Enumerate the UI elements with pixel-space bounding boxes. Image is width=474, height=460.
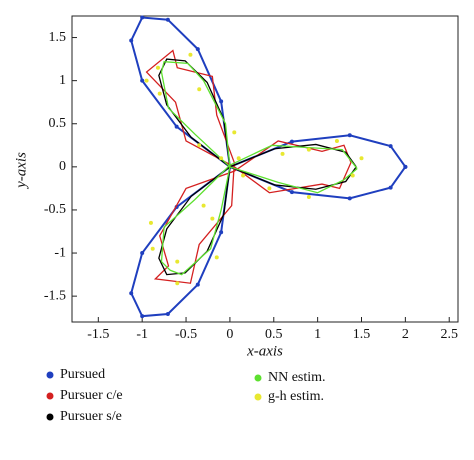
x-tick-label: 2 xyxy=(402,327,409,342)
x-tick-label: -1.5 xyxy=(87,327,109,342)
x-tick-label: 0.5 xyxy=(265,327,283,342)
point xyxy=(144,78,149,83)
point xyxy=(289,190,294,195)
series-line xyxy=(145,49,352,284)
point xyxy=(306,147,311,152)
point xyxy=(195,282,200,287)
y-axis-label: y-axis xyxy=(13,152,29,190)
point xyxy=(210,216,215,221)
point xyxy=(219,156,224,161)
x-tick-label: 1.5 xyxy=(353,327,371,342)
point xyxy=(388,144,393,149)
x-axis-label: x-axis xyxy=(246,343,283,359)
point xyxy=(280,151,285,156)
legend-marker xyxy=(46,413,54,421)
y-tick-label: -0.5 xyxy=(44,202,66,217)
series-line xyxy=(160,60,358,276)
point xyxy=(129,38,134,43)
y-tick-label: -1 xyxy=(54,245,66,260)
x-tick-label: -0.5 xyxy=(175,327,197,342)
x-tick-label: 0 xyxy=(226,327,233,342)
point xyxy=(197,87,202,92)
point xyxy=(214,255,219,260)
plot-frame xyxy=(71,15,459,323)
point xyxy=(140,314,145,319)
point xyxy=(232,130,237,135)
point xyxy=(197,143,202,148)
point xyxy=(219,99,224,104)
series-line xyxy=(158,58,357,276)
point xyxy=(219,230,224,235)
point xyxy=(174,124,179,129)
y-tick-label: 0 xyxy=(59,159,66,174)
point xyxy=(388,185,393,190)
legend-marker xyxy=(46,392,54,400)
point xyxy=(347,133,352,138)
point xyxy=(165,311,170,316)
legend-marker xyxy=(46,371,54,379)
legend-label: Pursued xyxy=(60,367,105,382)
x-tick-label: 1 xyxy=(314,327,321,342)
y-tick-label: 0.5 xyxy=(49,116,67,131)
legend-label: g-h estim. xyxy=(268,389,324,404)
point xyxy=(129,291,134,296)
point xyxy=(188,52,193,57)
legend-label: Pursuer c/e xyxy=(60,388,123,403)
point xyxy=(347,196,352,201)
legend-marker xyxy=(254,393,262,401)
point xyxy=(140,251,145,256)
point xyxy=(201,203,206,208)
point xyxy=(155,65,160,70)
y-tick-label: 1.5 xyxy=(49,30,67,45)
y-tick-label: -1.5 xyxy=(44,288,66,303)
y-tick-label: 1 xyxy=(59,73,66,88)
x-tick-label: 2.5 xyxy=(440,327,458,342)
point xyxy=(289,139,294,144)
point xyxy=(241,173,246,178)
point xyxy=(359,156,364,161)
point xyxy=(148,220,153,225)
point xyxy=(306,195,311,200)
point xyxy=(267,186,272,191)
point xyxy=(350,173,355,178)
legend-label: NN estim. xyxy=(268,370,326,385)
point xyxy=(157,91,162,96)
point xyxy=(403,164,408,169)
x-tick-label: -1 xyxy=(136,327,148,342)
point xyxy=(140,78,145,83)
point xyxy=(236,156,241,161)
point xyxy=(175,259,180,264)
point xyxy=(140,15,145,20)
point xyxy=(175,281,180,286)
point xyxy=(195,47,200,52)
point xyxy=(150,246,155,251)
point xyxy=(334,138,339,143)
legend-label: Pursuer s/e xyxy=(60,409,122,424)
legend-marker xyxy=(254,374,262,382)
point xyxy=(165,17,170,22)
